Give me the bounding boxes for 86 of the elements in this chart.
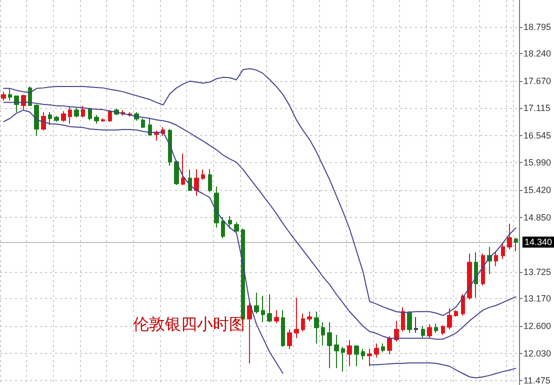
candlestick [1,91,6,101]
candlestick [354,344,359,367]
candlestick [181,153,185,186]
candlestick [347,340,352,367]
candlestick [441,324,445,336]
candlestick [48,112,52,126]
candlestick [421,326,425,338]
candlestick [34,104,39,136]
candlestick [214,186,219,228]
candlestick [14,95,19,113]
candlestick [387,336,392,355]
y-tick-label: 16.545 [523,130,552,141]
candlestick [254,292,259,314]
candlestick [501,242,505,260]
candlestick [361,348,365,360]
ref-line-label: 14.340 [524,237,552,248]
candlestick [168,128,172,166]
line-series [2,102,517,340]
candlestick [41,112,46,131]
candlestick [148,118,152,136]
candlestick [507,223,512,250]
y-tick-label: 17.670 [523,76,552,86]
candlestick [401,306,405,332]
candlestick [434,323,438,334]
candlestick [221,216,225,239]
candlestick [334,334,339,369]
candlestick [301,313,305,332]
candlestick [374,343,379,358]
candlestick [407,310,412,334]
y-tick-label: 18.795 [523,22,552,32]
candlestick [208,168,212,193]
candlestick [194,168,199,196]
candlestick [68,106,72,124]
candlestick [88,108,92,121]
y-tick-label: 18.240 [523,48,552,59]
y-tick-label: 13.725 [523,266,552,277]
candlestick [307,311,312,322]
y-tick-label: 15.420 [523,184,552,195]
candlestick [494,252,498,267]
candlestick [281,310,285,348]
candlestick [294,297,299,339]
candlestick [314,311,319,344]
candlestick [394,320,399,342]
candlestick [414,316,418,334]
candlestick [74,107,79,118]
y-tick-label: 12.600 [523,321,552,332]
line-series [2,68,517,316]
candlestick [61,110,66,122]
candlestick [447,308,452,330]
y-tick-label: 15.990 [523,157,552,168]
candlestick [54,115,59,122]
candlestick [381,343,385,353]
candlestick [341,346,345,372]
y-tick-label: 14.850 [523,212,552,222]
candlestick [174,160,179,186]
candlestick [474,252,478,298]
y-tick-label: 12.030 [523,348,552,359]
candlestick [321,322,325,346]
y-tick-label: 17.115 [523,102,550,113]
y-tick-label: 13.170 [523,294,552,304]
text: 伦敦银四小时图 [133,316,245,334]
candlestick [274,310,279,324]
candlestick [267,294,272,323]
y-tick-label: 11.475 [523,376,550,385]
candlestick [201,169,205,180]
candlestick [108,110,112,122]
candlestick [327,322,332,369]
candlestick [234,222,239,232]
candlestick [427,324,432,339]
candlestick [514,237,518,252]
candlestick [188,169,192,191]
candlestick [261,295,265,323]
candlestick [94,114,99,124]
candlestick [454,310,458,317]
candlestick [21,94,26,110]
candlestick [287,329,292,350]
candlestick [81,105,85,118]
candlestick [247,302,252,364]
candlestick [228,215,232,230]
candlestick [101,118,105,122]
candlestick [481,253,485,286]
candlestick [467,253,472,300]
candlestick [8,87,12,101]
candlestick [141,118,145,129]
candlestick [461,294,465,316]
candlestick [367,348,372,367]
